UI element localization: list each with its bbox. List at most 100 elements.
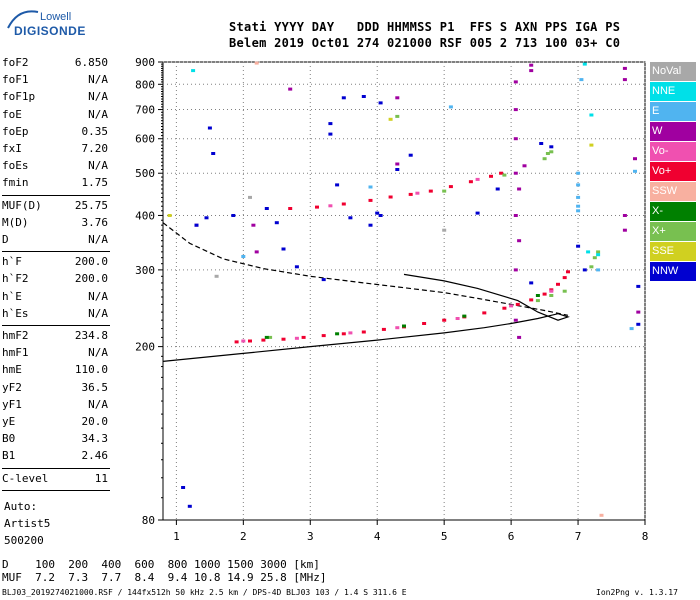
echo-point [378,214,383,217]
param-value: 234.8 [74,329,108,342]
param-name: hmE [2,363,22,377]
echo-point [513,268,518,272]
echo-point [517,187,522,191]
echo-point [462,314,467,318]
echo-point [576,204,581,208]
echo-point [468,180,473,184]
param-row: B1 2.46 [2,449,108,466]
logo-digisonde: DIGISONDE [14,24,86,38]
echo-point [361,330,366,334]
param-value: 200.0 [74,255,108,269]
muf-distance-row: D 100 200 400 600 800 1000 1500 3000 [km… [2,558,320,571]
echo-point [388,117,393,121]
echo-point [589,265,594,269]
echo-point [513,108,518,112]
echo-point [264,335,269,339]
echo-point [549,145,554,149]
echo-point [629,327,634,331]
y-tick-label: 800 [135,78,155,91]
echo-point [194,223,199,227]
x-tick-label: 8 [642,530,649,543]
echo-point [589,113,594,117]
legend-item: X- [650,202,696,221]
echo-point [428,189,433,193]
y-tick-label: 80 [142,514,155,527]
echo-point [529,69,534,73]
echo-point [633,169,637,173]
header-labels: Stati YYYY DAY DDD HHMMSS P1 FFS S AXN P… [229,20,621,34]
echo-point [341,332,346,336]
echo-point [294,336,299,340]
echo-point [241,339,246,343]
echo-point [335,183,340,187]
param-row: yE 20.0 [2,415,108,432]
param-name: foF1 [2,73,29,87]
echo-point [328,204,333,208]
echo-point [596,250,601,254]
echo-point [576,171,581,175]
logo-lowell: Lowell [40,11,72,23]
extrapolated-profile [162,222,569,316]
legend-item: NNE [650,82,696,101]
echo-point [187,504,192,508]
echo-point [348,331,353,335]
param-value: N/A [88,346,108,360]
param-row: foE N/A [2,108,108,125]
echo-point [181,486,186,489]
echo-point [513,318,518,322]
echo-point [549,289,554,293]
echo-point [529,298,534,302]
param-name: hmF2 [2,329,29,342]
version-label: Ion2Png v. 1.3.17 [596,588,678,597]
y-tick-label: 900 [135,56,155,69]
echo-point [207,126,212,130]
echo-point [566,270,570,274]
param-name: foEs [2,159,29,173]
param-row: hmE 110.0 [2,363,108,380]
param-row: foEp 0.35 [2,125,108,142]
param-row: h`E N/A [2,290,108,307]
param-name: fxI [2,142,22,155]
echo-point [475,177,480,181]
param-value: 20.0 [81,415,109,428]
param-row: foF2 6.850 [2,56,108,73]
echo-point [556,282,560,286]
param-row: M(D) 3.76 [2,216,108,233]
echo-point [589,143,594,147]
y-tick-label: 200 [135,341,155,354]
digisonde-logo-swoosh [7,10,39,29]
echo-point [231,214,236,217]
echo-point [335,332,340,336]
param-name: M(D) [2,215,29,229]
param-value: N/A [88,397,108,411]
autoscaler-line1: Auto: [4,499,38,513]
param-name: h`F2 [2,272,29,286]
echo-point [261,338,266,342]
echo-point [191,69,196,73]
param-separator [2,194,110,196]
echo-point [513,80,518,84]
echo-point [368,198,373,202]
echo-point [586,250,591,254]
echo-point [579,78,584,82]
polarization-legend: NoVal NNE E W Vo- Vo+ SSW X- X+ SSE NNW [650,62,696,282]
echo-point [495,187,500,191]
param-value: N/A [88,289,108,303]
param-name: MUF(D) [2,198,42,212]
y-tick-label: 500 [135,167,155,180]
param-row: D N/A [2,233,108,250]
plot-frame [162,61,646,521]
echo-point [539,142,544,145]
param-separator [2,467,110,469]
param-name: h`F [2,255,22,269]
echo-point [509,304,514,308]
echo-point [513,214,518,217]
param-value: 110.0 [74,363,108,377]
y-tick-label: 700 [135,104,155,117]
echo-point [274,221,279,225]
param-row: yF1 N/A [2,398,108,415]
echo-point [341,96,346,100]
echo-point [234,340,239,344]
autoscaler-line2: Artist5 [4,516,51,530]
param-value: 11 [94,471,108,485]
